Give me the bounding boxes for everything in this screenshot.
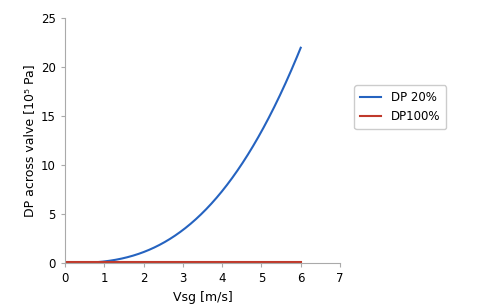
DP100% (174, 260, 180, 264)
DP 20% (255, 136, 261, 139)
DP 20% (292, 60, 298, 63)
DP100% (292, 260, 298, 264)
Line: DP 20%: DP 20% (65, 48, 300, 263)
DP100% (255, 260, 261, 264)
DP 20% (176, 231, 182, 235)
DP 20% (202, 208, 208, 212)
DP100% (202, 260, 208, 264)
DP100% (190, 260, 196, 264)
Y-axis label: DP across valve [10⁵ Pa]: DP across valve [10⁵ Pa] (22, 65, 36, 217)
Legend: DP 20%, DP100%: DP 20%, DP100% (354, 85, 446, 129)
DP100% (62, 260, 68, 264)
DP 20% (190, 220, 196, 224)
X-axis label: Vsg [m/s]: Vsg [m/s] (172, 291, 233, 304)
DP100% (176, 260, 182, 264)
DP 20% (298, 46, 304, 50)
DP 20% (174, 233, 180, 236)
DP 20% (62, 261, 68, 265)
DP100% (298, 260, 304, 264)
